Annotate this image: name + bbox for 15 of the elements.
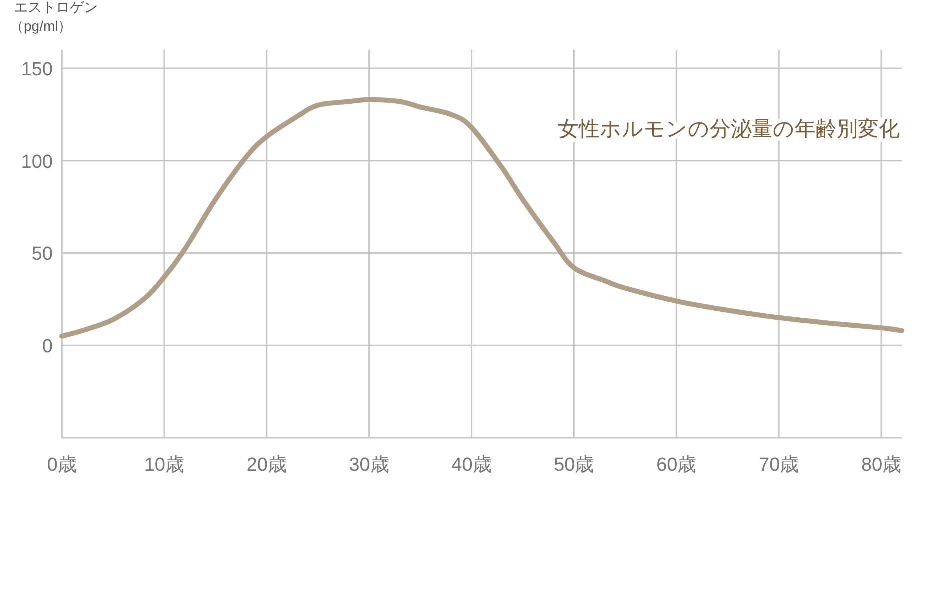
x-tick-label: 0歳 [47, 455, 77, 476]
x-tick-label: 10歳 [144, 455, 185, 476]
x-tick-label: 60歳 [656, 455, 697, 476]
x-tick-label: 50歳 [554, 455, 594, 476]
y-axis-title: エストロゲン（pg/ml） [10, 0, 98, 34]
y-tick-label: 0 [42, 336, 53, 358]
x-tick-label: 40歳 [452, 455, 492, 476]
y-tick-label: 150 [21, 59, 53, 80]
y-tick-label: 50 [32, 244, 53, 266]
text: 女性ホルモンの分泌量の年齢別変化 [558, 117, 900, 141]
x-tick-label: 30歳 [349, 455, 390, 476]
x-tick-label: 80歳 [861, 455, 902, 476]
y-tick-label: 100 [21, 152, 53, 173]
x-tick-label: 20歳 [246, 455, 287, 476]
x-tick-label: 70歳 [759, 455, 800, 476]
